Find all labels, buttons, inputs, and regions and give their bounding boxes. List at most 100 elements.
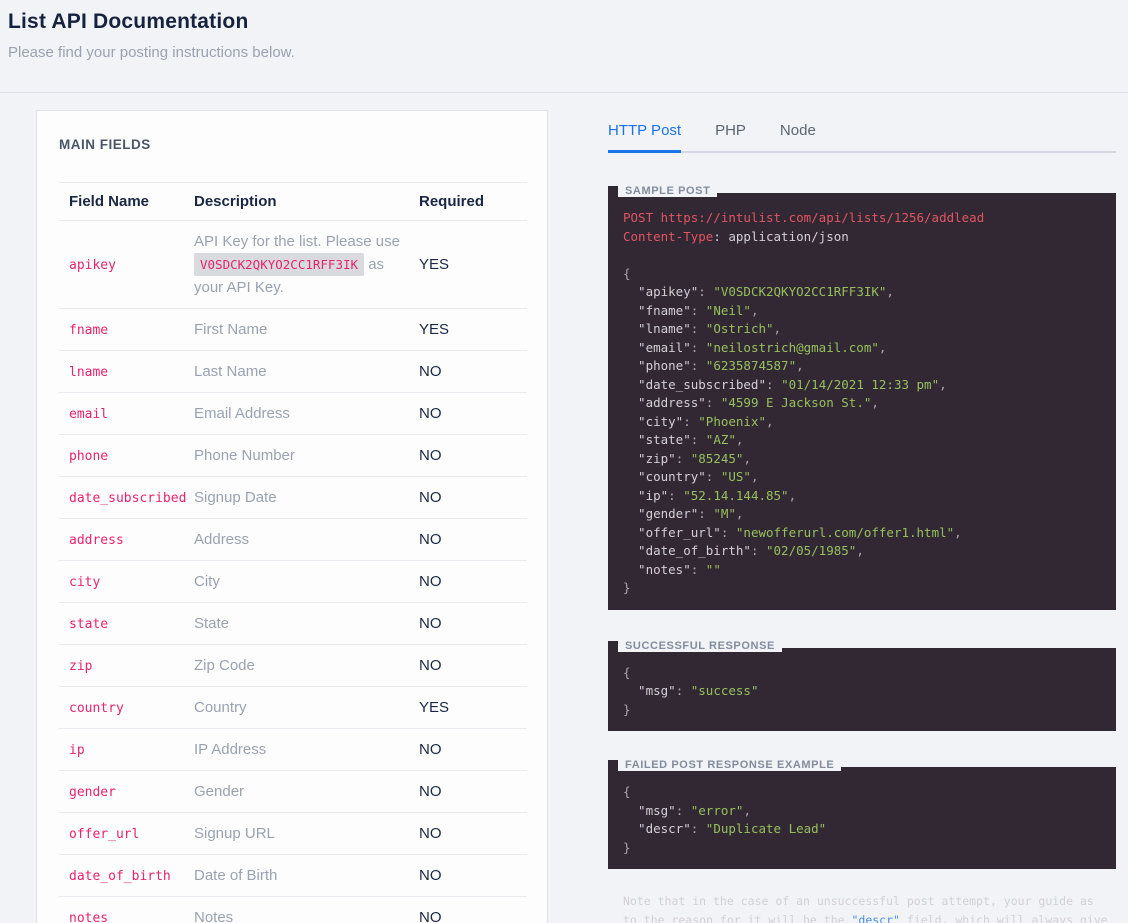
field-name: offer_url (69, 826, 140, 842)
field-name-cell: date_of_birth (59, 854, 194, 897)
required-cell: NO (419, 518, 527, 561)
field-description-cell: Zip Code (194, 644, 419, 687)
field-name: lname (69, 364, 109, 380)
code-section-label: SAMPLE POST (618, 185, 718, 197)
field-description-cell: Signup Date (194, 476, 419, 519)
table-row: notes Notes NO (59, 896, 527, 923)
required-value: NO (419, 824, 442, 842)
required-value: YES (419, 698, 450, 716)
field-description: IP Address (194, 741, 267, 758)
table-header-row: Field Name Description Required (59, 182, 527, 221)
table-row: date_of_birth Date of Birth NO (59, 854, 527, 897)
table-row: state State NO (59, 602, 527, 645)
field-description: Zip Code (194, 657, 255, 674)
field-name: email (69, 406, 109, 422)
required-cell: NO (419, 350, 527, 393)
required-cell: NO (419, 476, 527, 519)
field-name: country (69, 700, 124, 716)
table-row: city City NO (59, 560, 527, 603)
table-row: address Address NO (59, 518, 527, 561)
field-name-cell: offer_url (59, 812, 194, 855)
field-name: city (69, 574, 101, 590)
field-description-cell: First Name (194, 308, 419, 351)
apikey-code-badge: V0SDCK2QKYO2CC1RFF3IK (194, 253, 365, 276)
field-name-cell: gender (59, 770, 194, 813)
field-description: State (194, 615, 230, 632)
field-description: First Name (194, 321, 268, 338)
required-cell: YES (419, 686, 527, 729)
field-description: Signup URL (194, 825, 275, 842)
field-name: address (69, 532, 124, 548)
column-header-required: Required (419, 182, 527, 221)
field-description: Gender (194, 783, 245, 800)
required-cell: NO (419, 434, 527, 477)
field-description-cell: Gender (194, 770, 419, 813)
required-value: NO (419, 362, 442, 380)
required-value: NO (419, 656, 442, 674)
field-description-cell: Email Address (194, 392, 419, 435)
tab-bar: HTTP Post PHP Node (608, 118, 1116, 153)
table-row: apikey API Key for the list. Please use V… (59, 220, 527, 309)
field-name-cell: apikey (59, 220, 194, 309)
required-value: NO (419, 782, 442, 800)
field-name: date_of_birth (69, 868, 171, 884)
field-name: fname (69, 322, 109, 338)
required-cell: NO (419, 392, 527, 435)
required-cell: NO (419, 560, 527, 603)
required-value: NO (419, 572, 442, 590)
required-value: NO (419, 614, 442, 632)
right-column: HTTP Post PHP Node SAMPLE POST POST https:/… (608, 118, 1116, 923)
code-section-label: SUCCESSFUL RESPONSE (618, 639, 782, 652)
required-value: YES (419, 255, 450, 273)
content-area: MAIN FIELDS Field Name Description Requi… (0, 110, 1128, 923)
field-description-cell: Address (194, 518, 419, 561)
table-row: country Country YES (59, 686, 527, 729)
field-description: API Key for the list. Please use V0SDCK2… (194, 233, 400, 296)
field-name-cell: email (59, 392, 194, 435)
required-cell: NO (419, 812, 527, 855)
field-description-cell: Notes (194, 896, 419, 923)
required-value: YES (419, 320, 450, 338)
field-name-cell: country (59, 686, 194, 729)
field-description: Last Name (194, 363, 267, 380)
required-cell: YES (419, 220, 527, 309)
field-name: apikey (69, 257, 116, 273)
code-section: SAMPLE POST POST https://intulist.com/api… (608, 185, 1116, 610)
field-description: Phone Number (194, 447, 295, 464)
tab-php[interactable]: PHP (715, 122, 746, 139)
table-row: offer_url Signup URL NO (59, 812, 527, 855)
code-section: FAILED POST RESPONSE EXAMPLE{ "msg": "er… (608, 759, 1116, 869)
field-name-cell: date_subscribed (59, 476, 194, 519)
field-description: Signup Date (194, 489, 277, 506)
required-value: NO (419, 740, 442, 758)
required-value: NO (419, 908, 442, 923)
field-name: state (69, 616, 109, 632)
field-name: ip (69, 742, 85, 758)
required-cell: NO (419, 728, 527, 771)
required-value: NO (419, 404, 442, 422)
tab-http-post[interactable]: HTTP Post (608, 118, 682, 153)
required-cell: NO (419, 854, 527, 897)
main-fields-heading: MAIN FIELDS (59, 137, 151, 152)
table-row: gender Gender NO (59, 770, 527, 813)
page-header: List API Documentation Please find your … (0, 0, 1128, 93)
required-cell: NO (419, 602, 527, 645)
field-name-cell: zip (59, 644, 194, 687)
field-name-cell: notes (59, 896, 194, 923)
code-block: { "msg": "error", "descr": "Duplicate Le… (608, 767, 1116, 869)
tab-node[interactable]: Node (779, 122, 816, 139)
failure-note: Note that in the case of an unsuccessful… (623, 894, 1108, 923)
field-description: City (194, 573, 220, 590)
table-row: fname First Name YES (59, 308, 527, 351)
field-name-cell: ip (59, 728, 194, 771)
required-value: NO (419, 866, 442, 884)
required-value: NO (419, 488, 442, 506)
code-block: { "msg": "success"} (608, 647, 1116, 731)
field-name: zip (69, 658, 93, 674)
field-description-cell: Phone Number (194, 434, 419, 477)
field-name: date_subscribed (69, 490, 187, 506)
table-row: email Email Address NO (59, 392, 527, 435)
column-header-description: Description (194, 182, 419, 221)
page-title: List API Documentation (8, 10, 249, 33)
main-fields-card: MAIN FIELDS Field Name Description Requi… (36, 110, 548, 923)
